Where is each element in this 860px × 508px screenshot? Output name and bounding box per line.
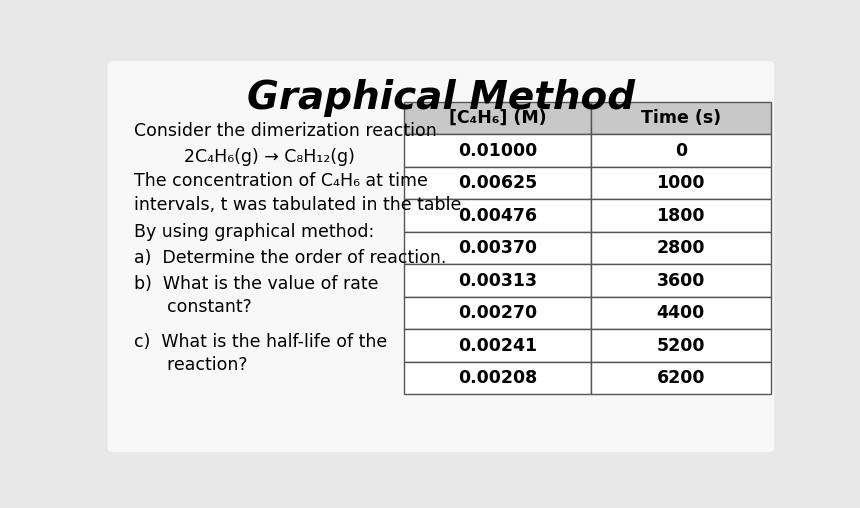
FancyBboxPatch shape [591,167,771,200]
Text: 0.00208: 0.00208 [458,369,537,387]
FancyBboxPatch shape [108,61,774,452]
Text: a)  Determine the order of reaction.: a) Determine the order of reaction. [134,249,446,267]
Text: 0.00241: 0.00241 [458,336,537,355]
FancyBboxPatch shape [404,329,591,362]
Text: 1000: 1000 [656,174,705,192]
Text: intervals, t was tabulated in the table.: intervals, t was tabulated in the table. [134,196,467,214]
FancyBboxPatch shape [404,135,591,167]
Text: 1800: 1800 [656,207,705,225]
FancyBboxPatch shape [404,102,591,135]
FancyBboxPatch shape [404,362,591,394]
FancyBboxPatch shape [404,200,591,232]
Text: 4400: 4400 [656,304,705,322]
Text: b)  What is the value of rate: b) What is the value of rate [134,275,378,293]
Text: By using graphical method:: By using graphical method: [134,224,374,241]
Text: 0.00625: 0.00625 [458,174,537,192]
Text: c)  What is the half-life of the: c) What is the half-life of the [134,333,387,351]
Text: 2C₄H₆(g) → C₈H₁₂(g): 2C₄H₆(g) → C₈H₁₂(g) [184,148,355,166]
Text: 2800: 2800 [656,239,705,257]
FancyBboxPatch shape [591,264,771,297]
Text: 0.00270: 0.00270 [458,304,537,322]
FancyBboxPatch shape [404,167,591,200]
Text: 0.00476: 0.00476 [458,207,537,225]
FancyBboxPatch shape [404,264,591,297]
Text: 3600: 3600 [656,272,705,290]
Text: 5200: 5200 [656,336,705,355]
Text: Time (s): Time (s) [641,109,721,128]
FancyBboxPatch shape [591,102,771,135]
Text: 0: 0 [674,142,687,160]
Text: 0.00370: 0.00370 [458,239,537,257]
Text: reaction?: reaction? [134,356,248,374]
FancyBboxPatch shape [591,329,771,362]
Text: Graphical Method: Graphical Method [247,79,635,116]
FancyBboxPatch shape [591,297,771,329]
Text: constant?: constant? [134,298,252,316]
FancyBboxPatch shape [591,232,771,264]
FancyBboxPatch shape [404,297,591,329]
FancyBboxPatch shape [591,362,771,394]
Text: 0.01000: 0.01000 [458,142,537,160]
Text: Consider the dimerization reaction: Consider the dimerization reaction [134,121,437,140]
Text: 0.00313: 0.00313 [458,272,537,290]
FancyBboxPatch shape [404,232,591,264]
Text: 6200: 6200 [656,369,705,387]
Text: The concentration of C₄H₆ at time: The concentration of C₄H₆ at time [134,172,428,190]
FancyBboxPatch shape [591,200,771,232]
FancyBboxPatch shape [591,135,771,167]
Text: [C₄H₆] (M): [C₄H₆] (M) [449,109,546,128]
